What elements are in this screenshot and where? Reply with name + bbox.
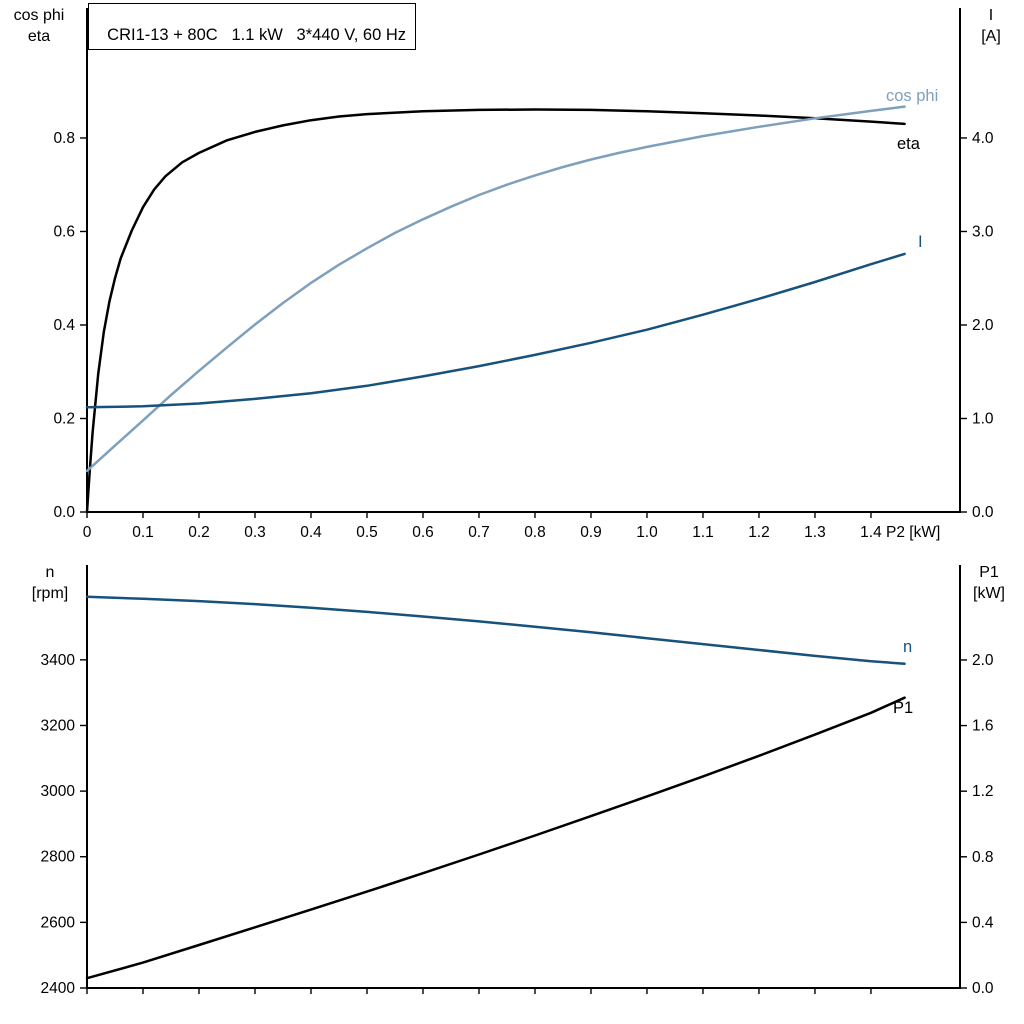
y-right-tick-label: 0.4 [972, 914, 994, 931]
y-left-tick-label: 3400 [41, 652, 76, 669]
right-axis-header-current: I [988, 7, 994, 24]
left-axis-header-cosphi: cos phi [13, 7, 65, 24]
chart-panel-1: 0 0.1 0.2 0.3 0.4 0.5 0.6 0.7 0.8 0.9 1.0 1.1 1.2 1.3… [53, 8, 994, 541]
top-chart-right-axis-header: I [A] [962, 5, 1020, 47]
y-right-tick-label: 4.0 [972, 130, 994, 147]
curve-n [85, 595, 906, 666]
y-left-tick-label: 0.0 [53, 504, 75, 521]
y-left-tick-label: 2400 [41, 980, 76, 997]
curve-cos-phi [85, 105, 906, 473]
left-axis-header-eta: eta [27, 28, 51, 45]
bottom-chart-right-axis-header: P1 [kW] [958, 562, 1020, 604]
x-axis-title: P2 [kW] [886, 524, 940, 541]
x-tick-label: 0.6 [412, 524, 434, 541]
x-tick-label: 0.8 [524, 524, 546, 541]
x-tick-label: 1.3 [804, 524, 826, 541]
curve-label-cos-phi: cos phi [886, 87, 938, 105]
chart-panel-2: 2400 2600 2800 3000 3200 3400 0.0 0.4 0.8 1.2 1.6 2… [41, 565, 994, 997]
curve-I [85, 252, 906, 409]
y-left-tick-label: 3000 [41, 783, 76, 800]
bottom-chart-left-axis-header: n [rpm] [12, 562, 88, 604]
y-left-tick-label: 2800 [41, 849, 76, 866]
x-tick-label: 0.4 [300, 524, 322, 541]
y-right-tick-label: 0.0 [972, 980, 994, 997]
curve-label-I: I [918, 233, 923, 251]
right-axis-header-current-unit: [A] [981, 28, 1001, 45]
curve-label-eta: eta [897, 135, 921, 153]
x-tick-label: 0.9 [580, 524, 602, 541]
x-tick-label: 0.7 [468, 524, 490, 541]
x-tick-label: 1.1 [692, 524, 714, 541]
x-tick-label: 0.5 [356, 524, 378, 541]
y-left-tick-label: 0.8 [53, 130, 75, 147]
curve-eta [85, 108, 906, 514]
left-axis-header-speed-unit: [rpm] [31, 585, 69, 602]
left-axis-header-speed: n [45, 564, 55, 581]
curve-label-n: n [903, 638, 912, 656]
y-right-tick-label: 0.8 [972, 849, 994, 866]
y-right-tick-label: 0.0 [972, 504, 994, 521]
right-axis-header-p1: P1 [979, 564, 999, 581]
x-tick-label: 1.2 [748, 524, 770, 541]
y-left-tick-label: 3200 [41, 717, 76, 734]
x-tick-label: 0 [83, 524, 92, 541]
x-tick-label: 0.1 [132, 524, 154, 541]
right-axis-header-p1-unit: [kW] [973, 585, 1005, 602]
y-left-tick-label: 0.2 [53, 410, 75, 427]
top-chart-left-axis-header: cos phi eta [2, 5, 76, 47]
chart-title-box: CRI1-13 + 80C 1.1 kW 3*440 V, 60 Hz [88, 3, 417, 50]
y-left-tick-label: 0.4 [53, 317, 75, 334]
y-right-tick-label: 3.0 [972, 223, 994, 240]
x-tick-label: 1.4 [860, 524, 882, 541]
x-tick-label: 1.0 [636, 524, 658, 541]
y-right-tick-label: 1.0 [972, 410, 994, 427]
y-left-tick-label: 2600 [41, 914, 76, 931]
y-left-tick-label: 0.6 [53, 223, 75, 240]
curve-label-P1: P1 [893, 699, 913, 717]
chart-title: CRI1-13 + 80C 1.1 kW 3*440 V, 60 Hz [107, 26, 407, 44]
x-tick-label: 0.2 [188, 524, 210, 541]
y-right-tick-label: 2.0 [972, 317, 994, 334]
x-tick-label: 0.3 [244, 524, 266, 541]
curve-P1 [85, 696, 906, 980]
y-right-tick-label: 2.0 [972, 652, 994, 669]
y-right-tick-label: 1.6 [972, 718, 994, 735]
y-right-tick-label: 1.2 [972, 783, 994, 800]
